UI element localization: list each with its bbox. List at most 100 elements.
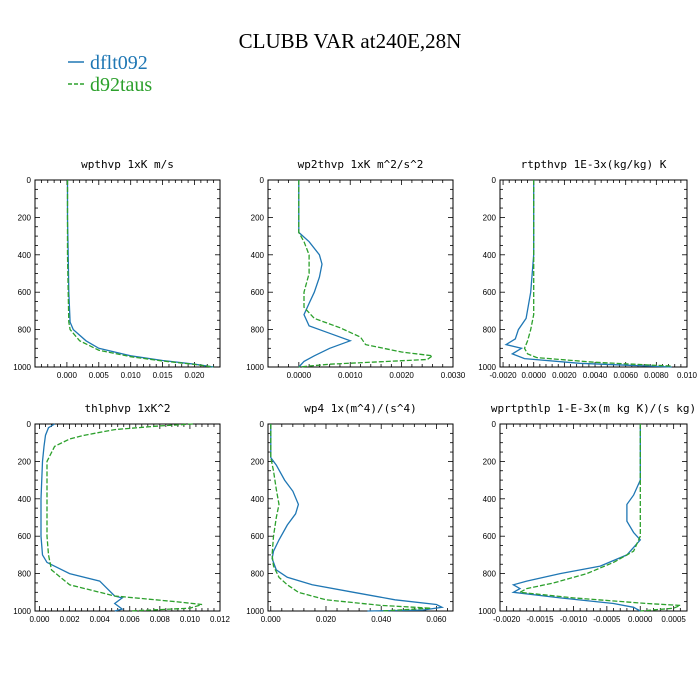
series-line-d92taus: [517, 424, 681, 612]
panel-2: wp2thvp 1xK m^2/s^2 0 200 400 600 800 1000 0.00…: [246, 158, 466, 380]
x-tick-label: 0.000: [261, 615, 282, 624]
x-tick-label: 0.005: [89, 371, 110, 380]
x-tick-label: 0.0030: [441, 371, 466, 380]
series-line-d92taus: [298, 180, 435, 368]
y-tick-label: 1000: [478, 607, 496, 616]
series-line-dflt092: [298, 180, 353, 368]
panel-1: wpthvp 1xK m/s 0 200 400 600 800 1000 0.000 0.00…: [13, 158, 221, 380]
x-tick-label: 0.0005: [661, 615, 686, 624]
x-tick-label: 0.040: [371, 615, 392, 624]
series-line-dflt092: [40, 423, 124, 612]
x-tick-label: 0.0000: [521, 371, 546, 380]
x-tick-label: 0.010: [180, 615, 201, 624]
panel-title: thlphvp 1xK^2: [84, 402, 170, 415]
series-line-d92taus: [46, 423, 203, 612]
y-tick-label: 200: [18, 213, 32, 222]
plot-frame: [267, 423, 454, 612]
y-tick-label: 800: [483, 570, 497, 579]
x-tick-label: 0.0000: [628, 615, 653, 624]
x-tick-label: 0.004: [90, 615, 111, 624]
plot-frame: [499, 179, 688, 368]
x-tick-label: 0.0040: [583, 371, 608, 380]
y-tick-label: 0: [492, 420, 497, 429]
x-tick-label: 0.060: [426, 615, 447, 624]
x-tick-label: 0.0010: [338, 371, 363, 380]
y-tick-label: 600: [18, 288, 32, 297]
y-tick-label: 200: [483, 457, 497, 466]
y-tick-label: 400: [483, 495, 497, 504]
x-tick-label: 0.020: [184, 371, 205, 380]
figure-title: CLUBB VAR at240E,28N: [239, 29, 462, 53]
series-line-d92taus: [523, 180, 672, 367]
panel-title: wp2thvp 1xK m^2/s^2: [298, 158, 424, 171]
y-tick-label: 1000: [246, 607, 264, 616]
x-tick-label: 0.0060: [613, 371, 638, 380]
panel-title: rtpthvp 1E-3x(kg/kg) K: [521, 158, 667, 171]
y-tick-label: 800: [483, 326, 497, 335]
x-tick-label: -0.0015: [527, 615, 555, 624]
legend-entry-d92taus: d92taus: [68, 74, 152, 96]
y-tick-label: 400: [18, 495, 32, 504]
x-tick-label: -0.0005: [593, 615, 621, 624]
x-tick-label: 0.020: [316, 615, 337, 624]
x-tick-label: 0.008: [150, 615, 171, 624]
plot-frame: [34, 179, 221, 368]
y-tick-label: 1000: [246, 363, 264, 372]
y-tick-label: 600: [483, 532, 497, 541]
y-tick-label: 800: [251, 570, 265, 579]
y-tick-label: 200: [251, 457, 265, 466]
y-tick-label: 0: [260, 176, 265, 185]
legend-entry-dflt092: dflt092: [68, 52, 148, 74]
plot-frame: [499, 423, 688, 612]
series-line-dflt092: [504, 180, 672, 368]
x-tick-label: -0.0020: [489, 371, 517, 380]
y-tick-label: 400: [251, 251, 265, 260]
panel-title: wpthvp 1xK m/s: [81, 158, 174, 171]
x-tick-label: 0.010: [677, 371, 698, 380]
x-tick-label: 0.000: [29, 615, 50, 624]
x-tick-label: -0.0010: [560, 615, 588, 624]
x-tick-label: 0.000: [57, 371, 78, 380]
x-tick-label: -0.0020: [493, 615, 521, 624]
y-tick-label: 200: [483, 213, 497, 222]
x-tick-label: 0.0020: [389, 371, 414, 380]
y-tick-label: 0: [27, 420, 32, 429]
panel-title: wprtpthlp 1-E-3x(m kg K)/(s kg): [491, 402, 696, 415]
legend-label-d92taus: d92taus: [90, 74, 152, 96]
legend: dflt092 d92taus: [68, 52, 152, 96]
y-tick-label: 400: [251, 495, 265, 504]
y-tick-label: 800: [18, 570, 32, 579]
y-tick-label: 600: [18, 532, 32, 541]
panel-3: rtpthvp 1E-3x(kg/kg) K 0 200 400 600 800 1000-…: [478, 158, 697, 380]
y-tick-label: 800: [251, 326, 265, 335]
legend-label-dflt092: dflt092: [90, 52, 148, 74]
y-tick-label: 0: [492, 176, 497, 185]
series-line-d92taus: [66, 180, 214, 368]
y-tick-label: 0: [260, 420, 265, 429]
x-tick-label: 0.002: [60, 615, 81, 624]
y-tick-label: 400: [18, 251, 32, 260]
y-tick-label: 400: [483, 251, 497, 260]
y-tick-label: 600: [251, 288, 265, 297]
y-tick-label: 600: [483, 288, 497, 297]
y-tick-label: 1000: [13, 607, 31, 616]
y-tick-label: 600: [251, 532, 265, 541]
panel-title: wp4 1x(m^4)/(s^4): [304, 402, 417, 415]
x-tick-label: 0.006: [120, 615, 141, 624]
plot-frame: [34, 423, 221, 612]
x-tick-label: 0.0020: [552, 371, 577, 380]
x-tick-label: 0.015: [153, 371, 174, 380]
series-line-dflt092: [66, 180, 214, 368]
x-tick-label: 0.012: [210, 615, 231, 624]
plot-frame: [267, 179, 454, 368]
y-tick-label: 0: [27, 176, 32, 185]
series-line-dflt092: [511, 424, 642, 612]
y-tick-label: 800: [18, 326, 32, 335]
y-tick-label: 1000: [13, 363, 31, 372]
series-line-dflt092: [270, 424, 445, 612]
x-tick-label: 0.0080: [644, 371, 669, 380]
y-tick-label: 1000: [478, 363, 496, 372]
